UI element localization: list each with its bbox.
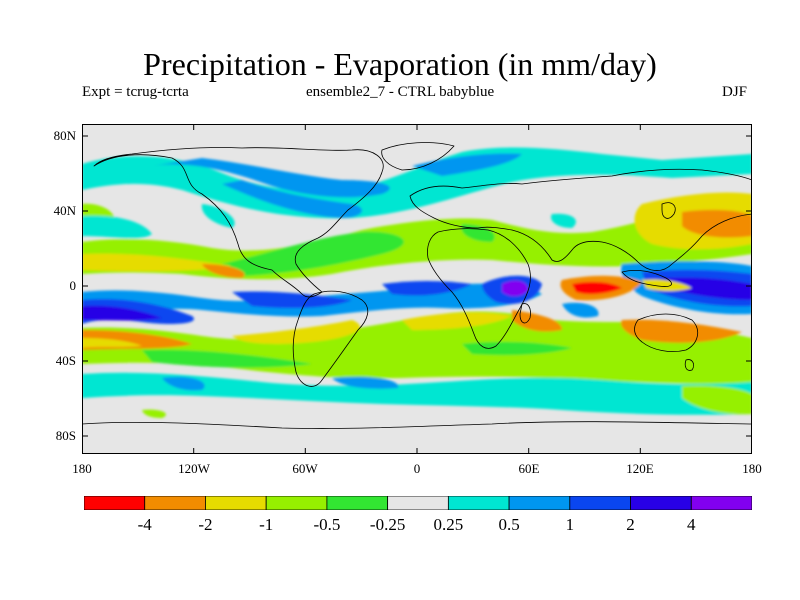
- y-label-40s: 40S: [55, 353, 76, 368]
- x-label-0: 0: [413, 461, 421, 476]
- colorbar-label: -0.5: [313, 515, 341, 534]
- colorbar-label: 0.5: [498, 515, 520, 534]
- colorbar-swatch: [569, 496, 631, 510]
- colorbar-swatch: [387, 496, 449, 510]
- colorbar-label: -0.25: [369, 515, 406, 534]
- colorbar-swatch: [447, 496, 510, 510]
- colorbar-swatch: [326, 496, 389, 510]
- x-label-180w: 180: [72, 461, 92, 476]
- colorbar-label: -4: [137, 515, 152, 534]
- colorbar-label: -2: [198, 515, 213, 534]
- y-label-80n: 80N: [53, 128, 76, 143]
- map-frame: [82, 124, 752, 454]
- x-label-120e: 120E: [626, 461, 654, 476]
- x-label-120w: 120W: [178, 461, 210, 476]
- experiment-label: Expt = tcrug-tcrta: [82, 84, 189, 100]
- colorbar: [84, 496, 752, 510]
- colorbar-swatch: [265, 496, 328, 510]
- colorbar-label: 1: [565, 515, 575, 534]
- colorbar-swatch: [84, 496, 146, 510]
- y-label-80s: 80S: [55, 428, 76, 443]
- colorbar-label: 0.25: [433, 515, 464, 534]
- colorbar-swatch: [690, 496, 752, 510]
- colorbar-label: -1: [259, 515, 274, 534]
- chart-title: Precipitation - Evaporation (in mm/day): [143, 46, 657, 82]
- season-label: DJF: [722, 84, 748, 100]
- colorbar-swatch: [205, 496, 267, 510]
- x-label-180e: 180: [742, 461, 762, 476]
- map-plot: [82, 124, 752, 454]
- precip-field: [82, 147, 752, 418]
- coastlines: [82, 142, 752, 429]
- x-label-60w: 60W: [292, 461, 318, 476]
- y-label-40n: 40N: [53, 203, 76, 218]
- ensemble-label: ensemble2_7 - CTRL babyblue: [306, 84, 495, 100]
- colorbar-swatch: [144, 496, 206, 510]
- colorbar-label: 4: [687, 515, 696, 534]
- colorbar-swatch: [508, 496, 571, 510]
- y-label-0: 0: [69, 278, 77, 293]
- colorbar-label: 2: [626, 515, 635, 534]
- colorbar-swatch: [630, 496, 692, 510]
- x-label-60e: 60E: [518, 461, 540, 476]
